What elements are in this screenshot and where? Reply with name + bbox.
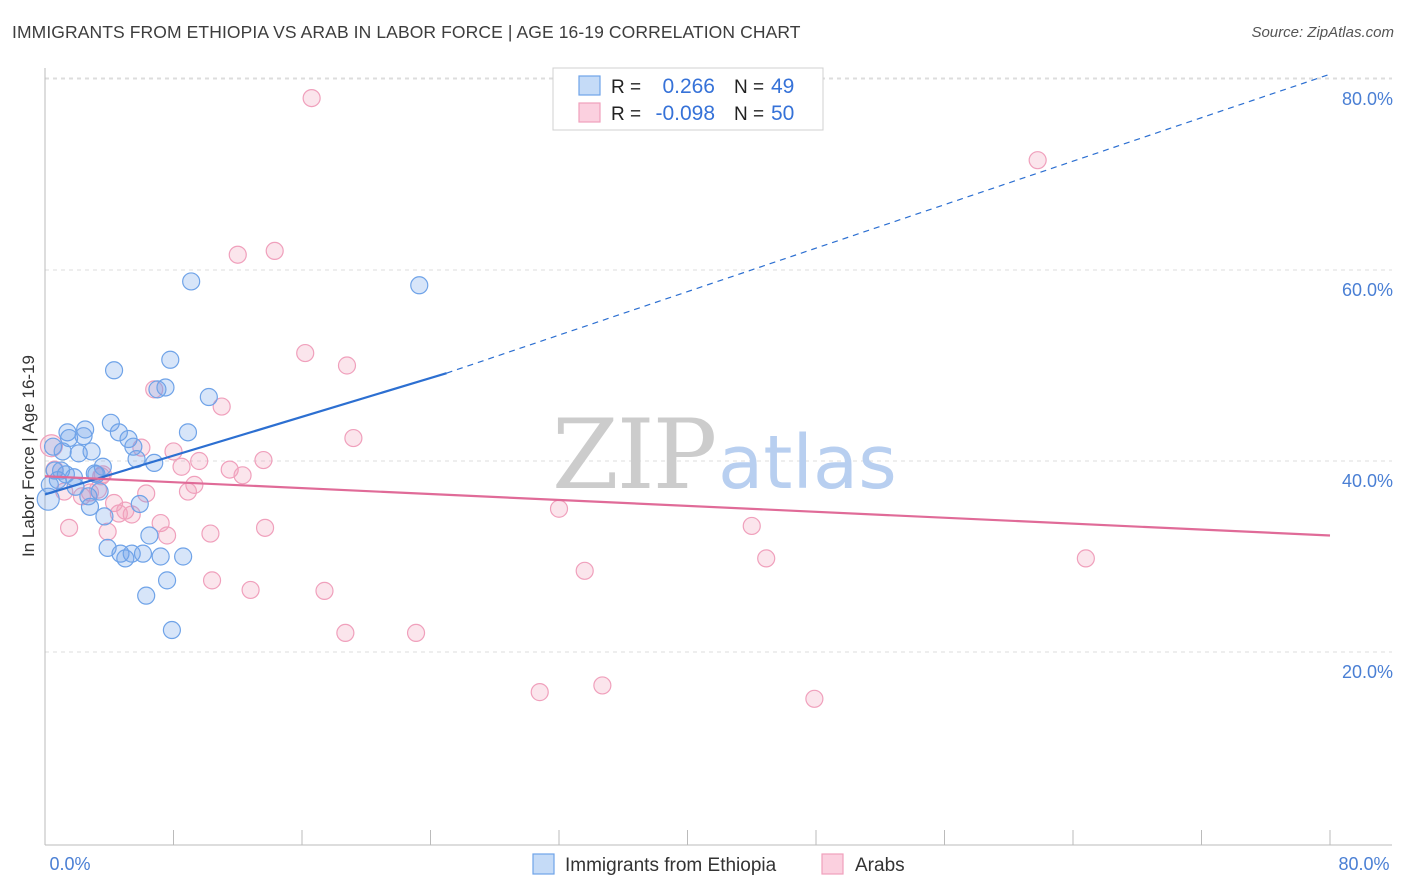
legend-n-value-pink: 50 xyxy=(771,102,794,125)
y-tick-label: 80.0% xyxy=(1342,89,1393,109)
arabs-trend-line xyxy=(44,475,1331,537)
arabs-point xyxy=(302,88,321,108)
ethiopia-point xyxy=(43,437,63,456)
arabs-point xyxy=(157,526,177,545)
legend-r-label-blue: R = xyxy=(611,77,641,98)
ethiopia-point xyxy=(104,361,124,380)
source-label: Source: ZipAtlas.com xyxy=(1251,24,1394,41)
arabs-point xyxy=(336,623,355,643)
arabs-point xyxy=(241,580,260,600)
arabs-point xyxy=(190,451,209,471)
series-legend: Immigrants from Ethiopia Arabs xyxy=(532,853,905,876)
ethiopia-point xyxy=(151,547,170,566)
arabs-point xyxy=(255,518,275,537)
arabs-point xyxy=(185,475,204,494)
arabs-point xyxy=(254,450,273,470)
arabs-point xyxy=(757,549,776,568)
legend-n-value-blue: 49 xyxy=(771,75,794,98)
ethiopia-point xyxy=(410,276,429,295)
arabs-point xyxy=(172,457,191,476)
arabs-point xyxy=(265,241,284,260)
ethiopia-point xyxy=(90,482,109,501)
series-label-arabs: Arabs xyxy=(855,855,905,876)
x-axis-ticks xyxy=(173,830,1331,845)
ethiopia-point xyxy=(76,420,95,439)
arabs-point xyxy=(212,397,231,416)
ethiopia-point xyxy=(140,526,159,545)
arabs-point xyxy=(164,442,183,461)
x-tick-label-min: 0.0% xyxy=(49,854,90,874)
arabs-point xyxy=(1028,151,1047,170)
arabs-point xyxy=(805,689,824,708)
ethiopia-point xyxy=(182,272,201,291)
arabs-point xyxy=(344,428,363,448)
arabs-point xyxy=(530,683,549,702)
series-label-ethiopia: Immigrants from Ethiopia xyxy=(565,855,777,876)
ethiopia-points xyxy=(36,272,429,640)
legend-swatch-pink xyxy=(578,102,601,123)
watermark-zip: ZIP xyxy=(552,399,715,511)
ethiopia-point xyxy=(161,350,180,369)
trend-lines xyxy=(44,73,1331,537)
legend-n-label-blue: N = xyxy=(734,77,764,98)
ethiopia-point xyxy=(36,487,60,511)
ethiopia-point xyxy=(178,423,198,442)
ethiopia-point xyxy=(45,461,64,480)
ethiopia-point xyxy=(95,507,114,526)
ethiopia-trend-extension xyxy=(446,73,1331,374)
ethiopia-point xyxy=(74,427,93,446)
watermark-atlas: atlas xyxy=(718,420,897,506)
x-tick-label-max: 80.0% xyxy=(1338,854,1389,874)
y-axis-tick-labels: 20.0% 40.0% 60.0% 80.0% xyxy=(1342,89,1393,682)
watermark: ZIP atlas xyxy=(552,399,897,511)
y-tick-label: 60.0% xyxy=(1342,280,1393,300)
legend-r-label-pink: R = xyxy=(611,104,641,125)
gridlines xyxy=(45,77,1392,653)
ethiopia-point xyxy=(157,571,177,590)
ethiopia-point xyxy=(162,620,181,640)
arabs-point xyxy=(201,524,220,543)
ethiopia-point xyxy=(59,428,79,448)
y-tick-label: 20.0% xyxy=(1342,662,1393,682)
ethiopia-point xyxy=(174,547,193,566)
legend-r-value-pink: -0.098 xyxy=(655,102,715,125)
legend-r-value-blue: 0.266 xyxy=(662,75,715,98)
ethiopia-point xyxy=(82,442,101,461)
series-swatch-arabs xyxy=(821,853,844,875)
arabs-point xyxy=(1076,549,1095,568)
arabs-point xyxy=(337,356,357,375)
arabs-point xyxy=(406,623,426,643)
arabs-point xyxy=(315,581,334,600)
legend-swatch-blue xyxy=(578,75,601,96)
y-axis-label: In Labor Force | Age 16-19 xyxy=(19,355,38,557)
arabs-point xyxy=(593,676,612,695)
arabs-point xyxy=(98,522,117,541)
ethiopia-point xyxy=(199,387,218,407)
legend-n-label-pink: N = xyxy=(734,104,764,125)
ethiopia-point xyxy=(156,378,175,397)
series-swatch-ethiopia xyxy=(532,853,555,875)
ethiopia-point xyxy=(80,497,100,516)
ethiopia-point xyxy=(137,586,156,605)
arabs-point xyxy=(233,466,252,485)
ethiopia-point xyxy=(93,457,112,476)
arabs-point xyxy=(59,518,79,537)
arabs-point xyxy=(575,561,594,580)
ethiopia-trend-line xyxy=(44,372,447,496)
arabs-point xyxy=(742,516,761,536)
ethiopia-point xyxy=(109,423,128,442)
arabs-point xyxy=(549,499,569,518)
correlation-legend: R = 0.266 N = 49 R = -0.098 N = 50 xyxy=(552,67,824,131)
axes xyxy=(44,68,1392,846)
arabs-point xyxy=(137,484,156,503)
arabs-point xyxy=(202,571,222,590)
ethiopia-point xyxy=(133,544,153,563)
arabs-point xyxy=(228,245,247,264)
ethiopia-point xyxy=(130,494,149,514)
chart-title: IMMIGRANTS FROM ETHIOPIA VS ARAB IN LABO… xyxy=(12,22,801,42)
y-tick-label: 40.0% xyxy=(1342,471,1393,491)
arabs-point xyxy=(296,343,315,363)
